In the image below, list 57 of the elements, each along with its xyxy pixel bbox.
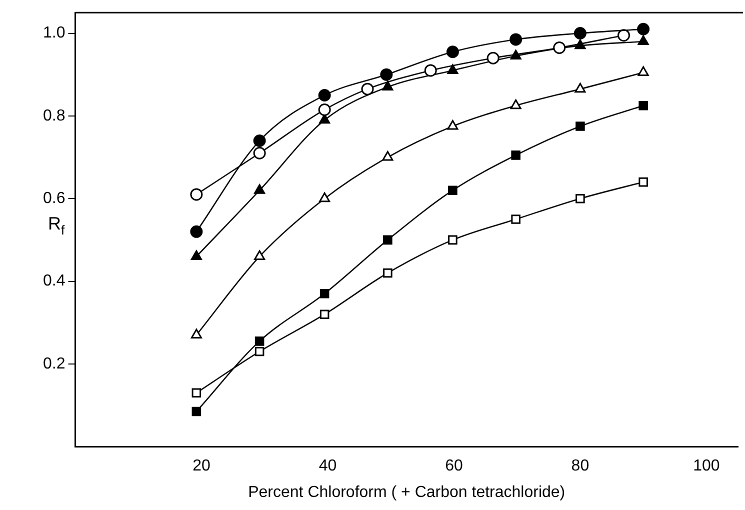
x-tick-label: 80 xyxy=(571,458,590,475)
point xyxy=(320,310,330,319)
point xyxy=(254,336,264,346)
point xyxy=(638,100,648,110)
point xyxy=(254,184,266,194)
point xyxy=(318,103,331,116)
point xyxy=(638,177,648,187)
point xyxy=(382,80,394,90)
point xyxy=(254,250,266,260)
point xyxy=(380,68,393,81)
point xyxy=(190,188,203,201)
point xyxy=(638,35,649,46)
point xyxy=(447,64,458,74)
point xyxy=(511,150,520,160)
point xyxy=(383,268,392,278)
point xyxy=(510,33,522,46)
point xyxy=(618,29,630,42)
point xyxy=(553,41,566,54)
point xyxy=(320,289,330,298)
point xyxy=(576,194,585,204)
point xyxy=(253,146,266,160)
point xyxy=(638,66,649,76)
point xyxy=(511,214,520,224)
x-tick-label: 20 xyxy=(192,458,210,475)
y-tick-label: 1.0 xyxy=(42,24,66,42)
point xyxy=(424,64,437,77)
point xyxy=(446,46,459,58)
x-axis-title: Percent Chloroform ( + Carbon tetrachloride) xyxy=(248,484,566,501)
point xyxy=(190,225,203,238)
point xyxy=(574,82,586,93)
point xyxy=(447,120,458,130)
point xyxy=(190,328,202,338)
point xyxy=(192,388,202,398)
point xyxy=(253,134,266,147)
point xyxy=(382,151,394,161)
point xyxy=(254,346,264,356)
point xyxy=(510,99,522,110)
x-tick-label: 100 xyxy=(693,458,720,475)
x-tick-label: 40 xyxy=(318,458,337,475)
x-tick-label: 60 xyxy=(445,458,463,475)
point xyxy=(192,406,202,416)
point xyxy=(510,50,522,60)
y-tick-label: 0.4 xyxy=(42,272,66,290)
y-tick-label: 0.8 xyxy=(42,107,66,124)
point xyxy=(383,235,392,245)
point xyxy=(448,235,458,245)
point xyxy=(574,27,586,40)
point xyxy=(319,192,330,202)
point xyxy=(637,22,650,36)
point xyxy=(361,82,374,96)
point xyxy=(576,122,585,131)
point xyxy=(486,52,500,64)
y-tick-label: 0.6 xyxy=(42,190,66,208)
point xyxy=(448,186,458,195)
point xyxy=(190,250,202,260)
point xyxy=(318,89,331,102)
y-tick-label: 0.2 xyxy=(42,355,66,372)
